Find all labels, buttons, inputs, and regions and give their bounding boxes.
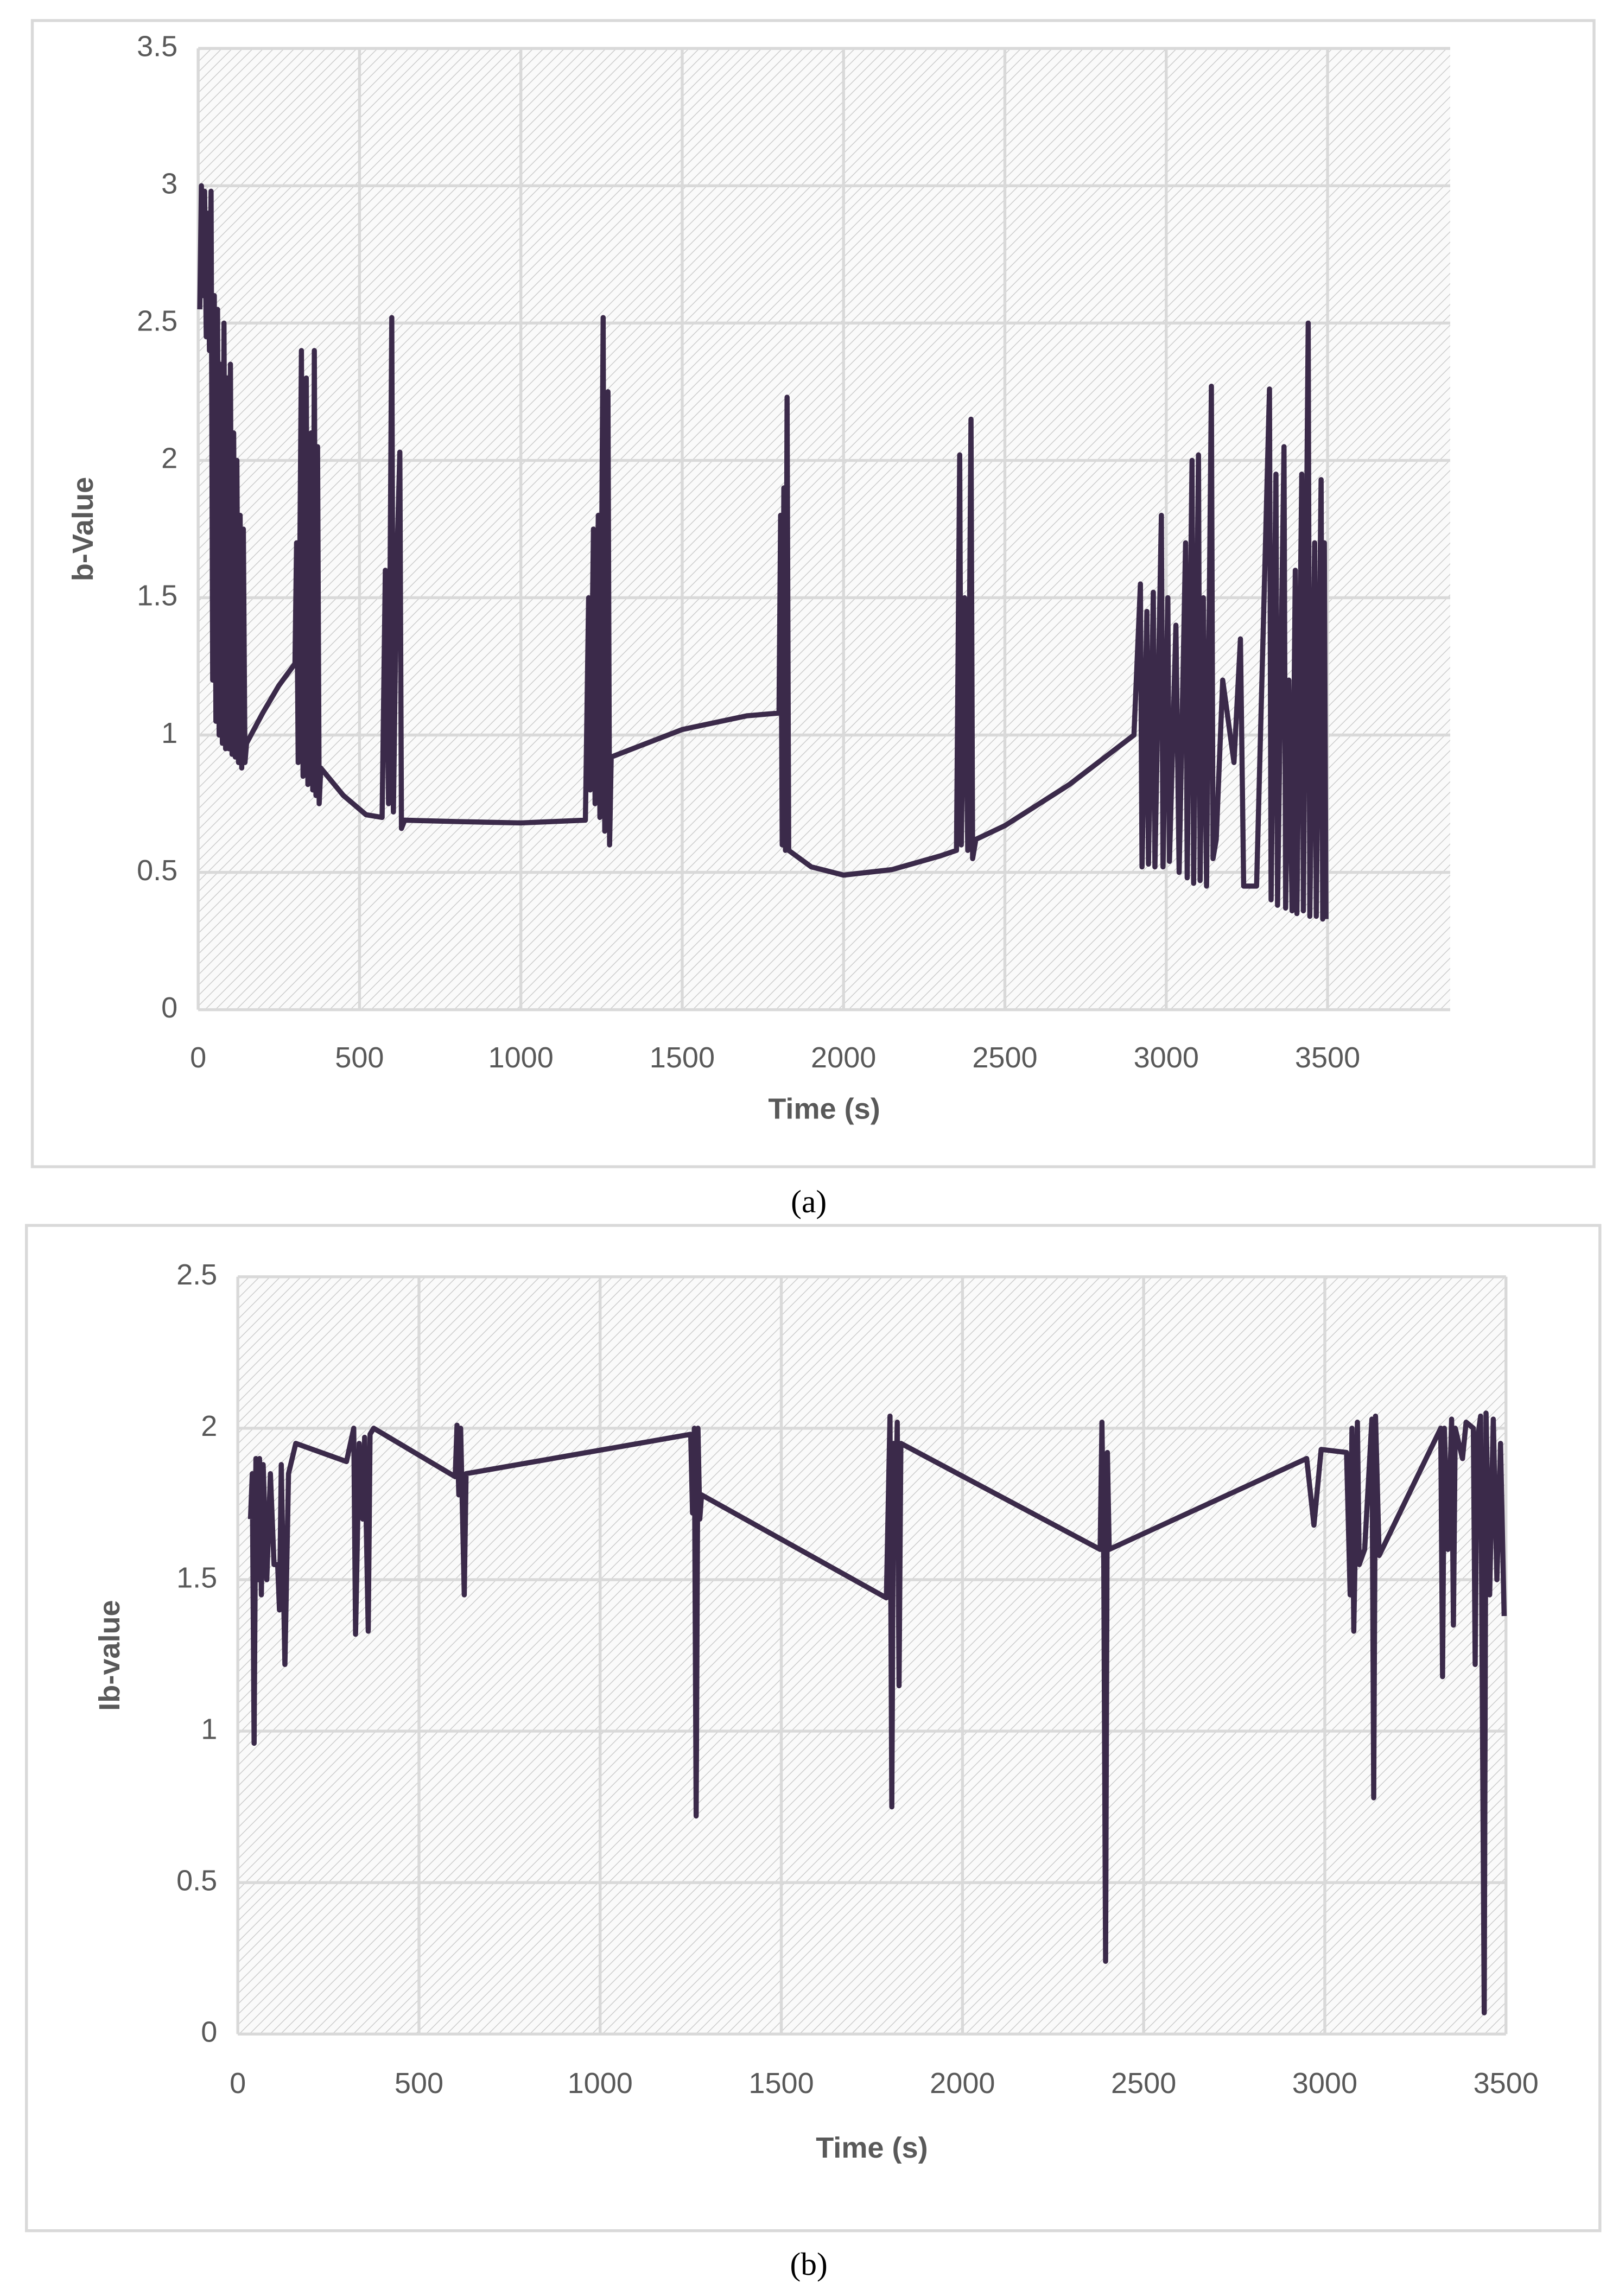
y-tick-label: 2.5: [176, 1258, 217, 1291]
x-tick-label: 0: [190, 1041, 206, 1074]
x-tick-label: 2500: [972, 1041, 1037, 1074]
x-tick-label: 3000: [1292, 2067, 1357, 2100]
x-tick-label: 1500: [748, 2067, 814, 2100]
x-tick-label: 2000: [930, 2067, 995, 2100]
plot-area: [238, 1276, 1506, 2034]
y-tick-label: 3: [161, 168, 177, 200]
x-tick-label: 1000: [488, 1041, 554, 1074]
y-tick-label: 2.5: [137, 305, 177, 338]
x-tick-label: 500: [395, 2067, 443, 2100]
y-tick-label: 2: [161, 442, 177, 475]
y-tick-label: 0: [201, 2016, 217, 2049]
y-tick-label: 0.5: [176, 1864, 217, 1897]
y-tick-label: 3.5: [137, 30, 177, 63]
y-axis-title: Ib-value: [93, 1600, 126, 1710]
x-tick-label: 0: [230, 2067, 246, 2100]
y-tick-label: 1: [161, 717, 177, 749]
plot-area: [198, 48, 1450, 1010]
x-axis-title: Time (s): [816, 2132, 928, 2164]
data-line: [247, 1410, 1507, 2015]
y-tick-label: 2: [201, 1410, 217, 1442]
x-tick-label: 500: [335, 1041, 384, 1074]
x-tick-label: 2000: [811, 1041, 876, 1074]
x-tick-label: 1000: [568, 2067, 633, 2100]
panel-caption: (a): [791, 1184, 827, 1219]
y-tick-label: 0: [161, 991, 177, 1024]
y-tick-label: 0.5: [137, 854, 177, 887]
x-tick-label: 1500: [650, 1041, 715, 1074]
x-tick-label: 3000: [1134, 1041, 1199, 1074]
x-tick-label: 3500: [1474, 2067, 1539, 2100]
y-tick-label: 1: [201, 1713, 217, 1745]
y-tick-label: 1.5: [176, 1561, 217, 1594]
panel-caption: (b): [790, 2246, 827, 2282]
data-line: [197, 183, 1329, 922]
x-tick-label: 2500: [1111, 2067, 1176, 2100]
y-tick-label: 1.5: [137, 580, 177, 612]
y-axis-title: b-Value: [67, 477, 99, 581]
x-tick-label: 3500: [1295, 1041, 1360, 1074]
x-axis-title: Time (s): [768, 1092, 880, 1125]
